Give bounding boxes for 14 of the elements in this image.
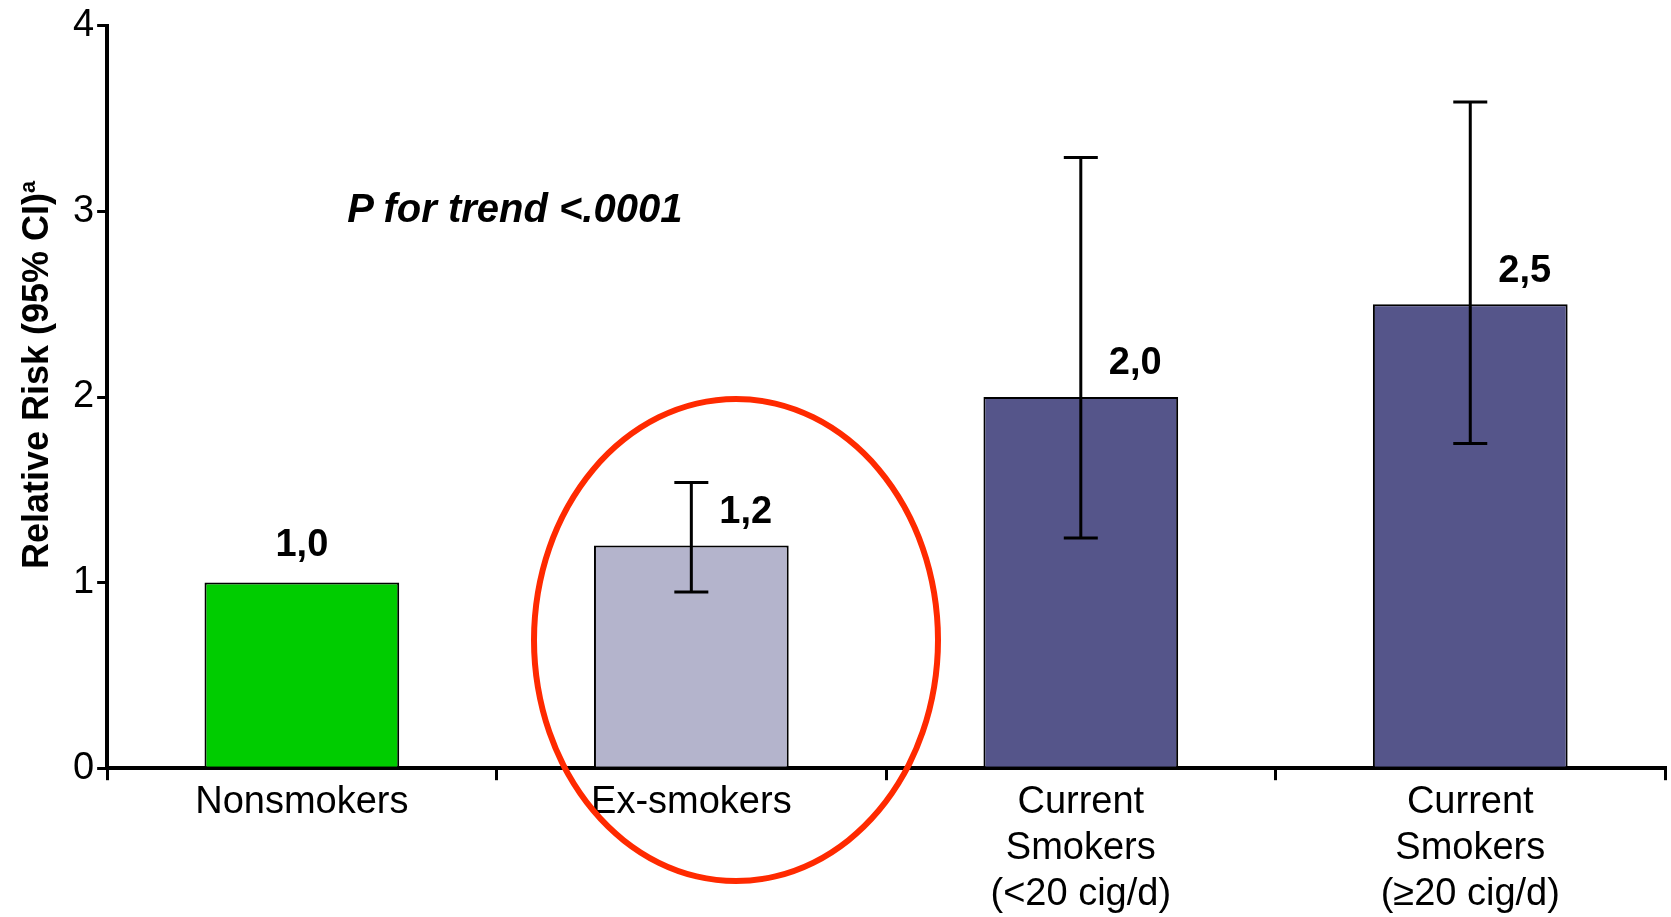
data-label: 2,5 — [1498, 247, 1552, 290]
x-tick-label: Ex-smokers — [591, 779, 792, 822]
data-label: 1,2 — [719, 488, 773, 531]
y-tick-label: 4 — [72, 2, 95, 45]
y-tick-label: 2 — [72, 373, 95, 416]
y-tick-label: 3 — [72, 187, 95, 230]
x-tick-label: Current Smokers (<20 cig/d) — [990, 779, 1172, 913]
x-tick-label: Nonsmokers — [195, 779, 409, 822]
data-label: 2,0 — [1108, 340, 1162, 383]
y-tick-label: 0 — [72, 744, 95, 787]
x-tick-label: Current Smokers (≥20 cig/d) — [1380, 779, 1560, 913]
annotation: P for trend <.0001 — [347, 186, 683, 231]
data-label: 1,0 — [275, 522, 329, 565]
y-tick-label: 1 — [72, 559, 95, 602]
